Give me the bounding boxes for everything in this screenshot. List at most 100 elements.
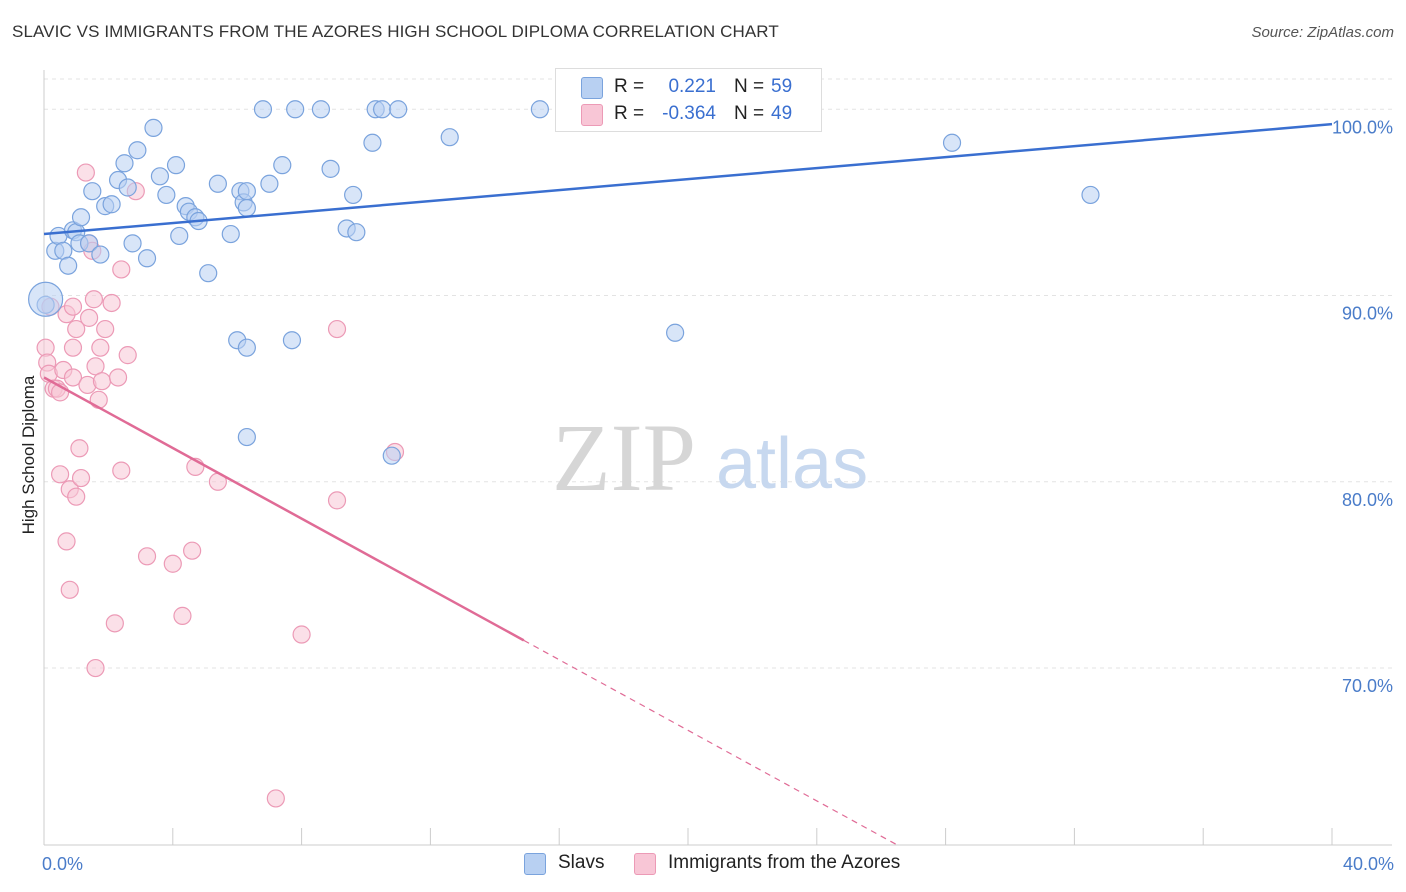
slavs-point — [221, 224, 240, 244]
azores-point — [84, 290, 104, 309]
azores-trend-line — [43, 376, 525, 642]
source-label: Source: ZipAtlas.com — [1251, 24, 1394, 41]
azores-point — [163, 554, 182, 573]
slavs-point — [170, 226, 189, 246]
y-tick-label: 70.0% — [1342, 676, 1393, 696]
legend-n-label: N = — [734, 103, 765, 124]
azores-point — [67, 487, 86, 506]
slavs-point — [83, 182, 102, 201]
slavs-point — [166, 156, 186, 175]
azores-point — [96, 319, 115, 339]
azores-point — [292, 625, 311, 644]
azores-point — [63, 338, 83, 357]
slavs-point — [157, 185, 176, 205]
slavs-point — [347, 223, 366, 242]
correlation-legend: R = 0.221 N = 59 R = -0.364 N = 49 — [555, 68, 822, 132]
slavs-point — [273, 156, 292, 175]
slavs-point — [123, 234, 142, 253]
watermark-zip: ZIP — [552, 404, 696, 511]
legend-swatch-pink — [581, 104, 603, 126]
slavs-point — [237, 198, 256, 218]
legend-label-azores: Immigrants from the Azores — [668, 852, 901, 873]
azores-point — [89, 390, 108, 409]
y-tick-label: 100.0% — [1332, 117, 1393, 137]
slavs-point — [115, 154, 134, 173]
azores-point — [108, 368, 128, 387]
watermark-atlas: atlas — [716, 424, 868, 504]
azores-points — [36, 163, 405, 808]
azores-point — [86, 658, 105, 678]
azores-point — [173, 606, 192, 625]
azores-point — [91, 338, 110, 357]
azores-point — [112, 461, 131, 480]
slavs-point — [282, 331, 302, 350]
watermark: ZIP atlas — [552, 404, 868, 511]
azores-point — [67, 319, 86, 339]
slavs-point — [942, 133, 962, 152]
slavs-point — [253, 100, 273, 119]
series-legend: Slavs Immigrants from the Azores — [0, 852, 1406, 878]
slavs-point — [208, 174, 227, 193]
slavs-point — [344, 185, 363, 205]
slavs-point — [237, 338, 256, 357]
slavs-point — [150, 167, 170, 186]
legend-swatch-blue — [581, 77, 603, 99]
slavs-point-large — [28, 281, 64, 317]
legend-n-label: N = — [734, 76, 765, 97]
slavs-point — [440, 128, 459, 147]
slavs-point — [666, 323, 685, 342]
slavs-point — [260, 174, 279, 193]
azores-point — [112, 260, 131, 279]
azores-point — [327, 491, 347, 510]
slavs-point — [91, 245, 110, 264]
slavs-point — [286, 100, 305, 119]
slavs-point — [137, 249, 157, 268]
legend-swatch-pink — [634, 853, 656, 875]
legend-r-label: R = — [614, 103, 645, 124]
slavs-point — [363, 133, 382, 152]
slavs-point — [102, 195, 121, 214]
azores-point — [50, 465, 70, 484]
slavs-trend-line — [43, 122, 1333, 236]
azores-point — [102, 293, 121, 313]
legend-swatch-blue — [524, 853, 546, 875]
azores-point — [63, 297, 83, 316]
legend-r-value: 0.221 — [668, 76, 716, 97]
legend-r-label: R = — [614, 76, 645, 97]
slavs-point — [389, 100, 408, 119]
legend-r-value: -0.364 — [662, 103, 716, 124]
slavs-point — [79, 234, 99, 253]
legend-n-value: 49 — [771, 103, 793, 124]
slavs-point — [321, 159, 340, 178]
slavs-point — [237, 182, 256, 201]
azores-point — [105, 614, 124, 633]
legend-n-value: 59 — [771, 76, 793, 97]
azores-point — [76, 163, 95, 182]
tick-labels: 70.0% 80.0% 90.0% 100.0% 0.0% 40.0% — [42, 117, 1394, 874]
azores-point — [327, 319, 347, 339]
slavs-point — [373, 100, 392, 119]
azores-point — [60, 580, 79, 599]
gridlines — [44, 78, 1392, 669]
slavs-point — [199, 264, 218, 283]
slavs-point — [59, 256, 78, 275]
slavs-point — [237, 427, 256, 447]
y-axis-label: High School Diploma — [19, 375, 38, 534]
chart-title: SLAVIC VS IMMIGRANTS FROM THE AZORES HIG… — [12, 22, 779, 41]
azores-trend-extension — [523, 639, 898, 846]
x-tick-label-min: 0.0% — [42, 854, 83, 874]
slavs-point — [382, 446, 401, 465]
azores-point — [79, 308, 99, 327]
y-tick-label: 80.0% — [1342, 490, 1393, 510]
axes — [43, 70, 1392, 846]
legend-label-slavs: Slavs — [558, 852, 605, 873]
x-tick-label-max: 40.0% — [1343, 854, 1394, 874]
y-tick-label: 90.0% — [1342, 304, 1393, 324]
azores-point — [71, 468, 91, 488]
slavs-point — [311, 100, 331, 119]
slavs-points — [28, 100, 1100, 465]
azores-point — [57, 532, 76, 551]
azores-point — [92, 372, 112, 391]
azores-point — [137, 547, 157, 566]
